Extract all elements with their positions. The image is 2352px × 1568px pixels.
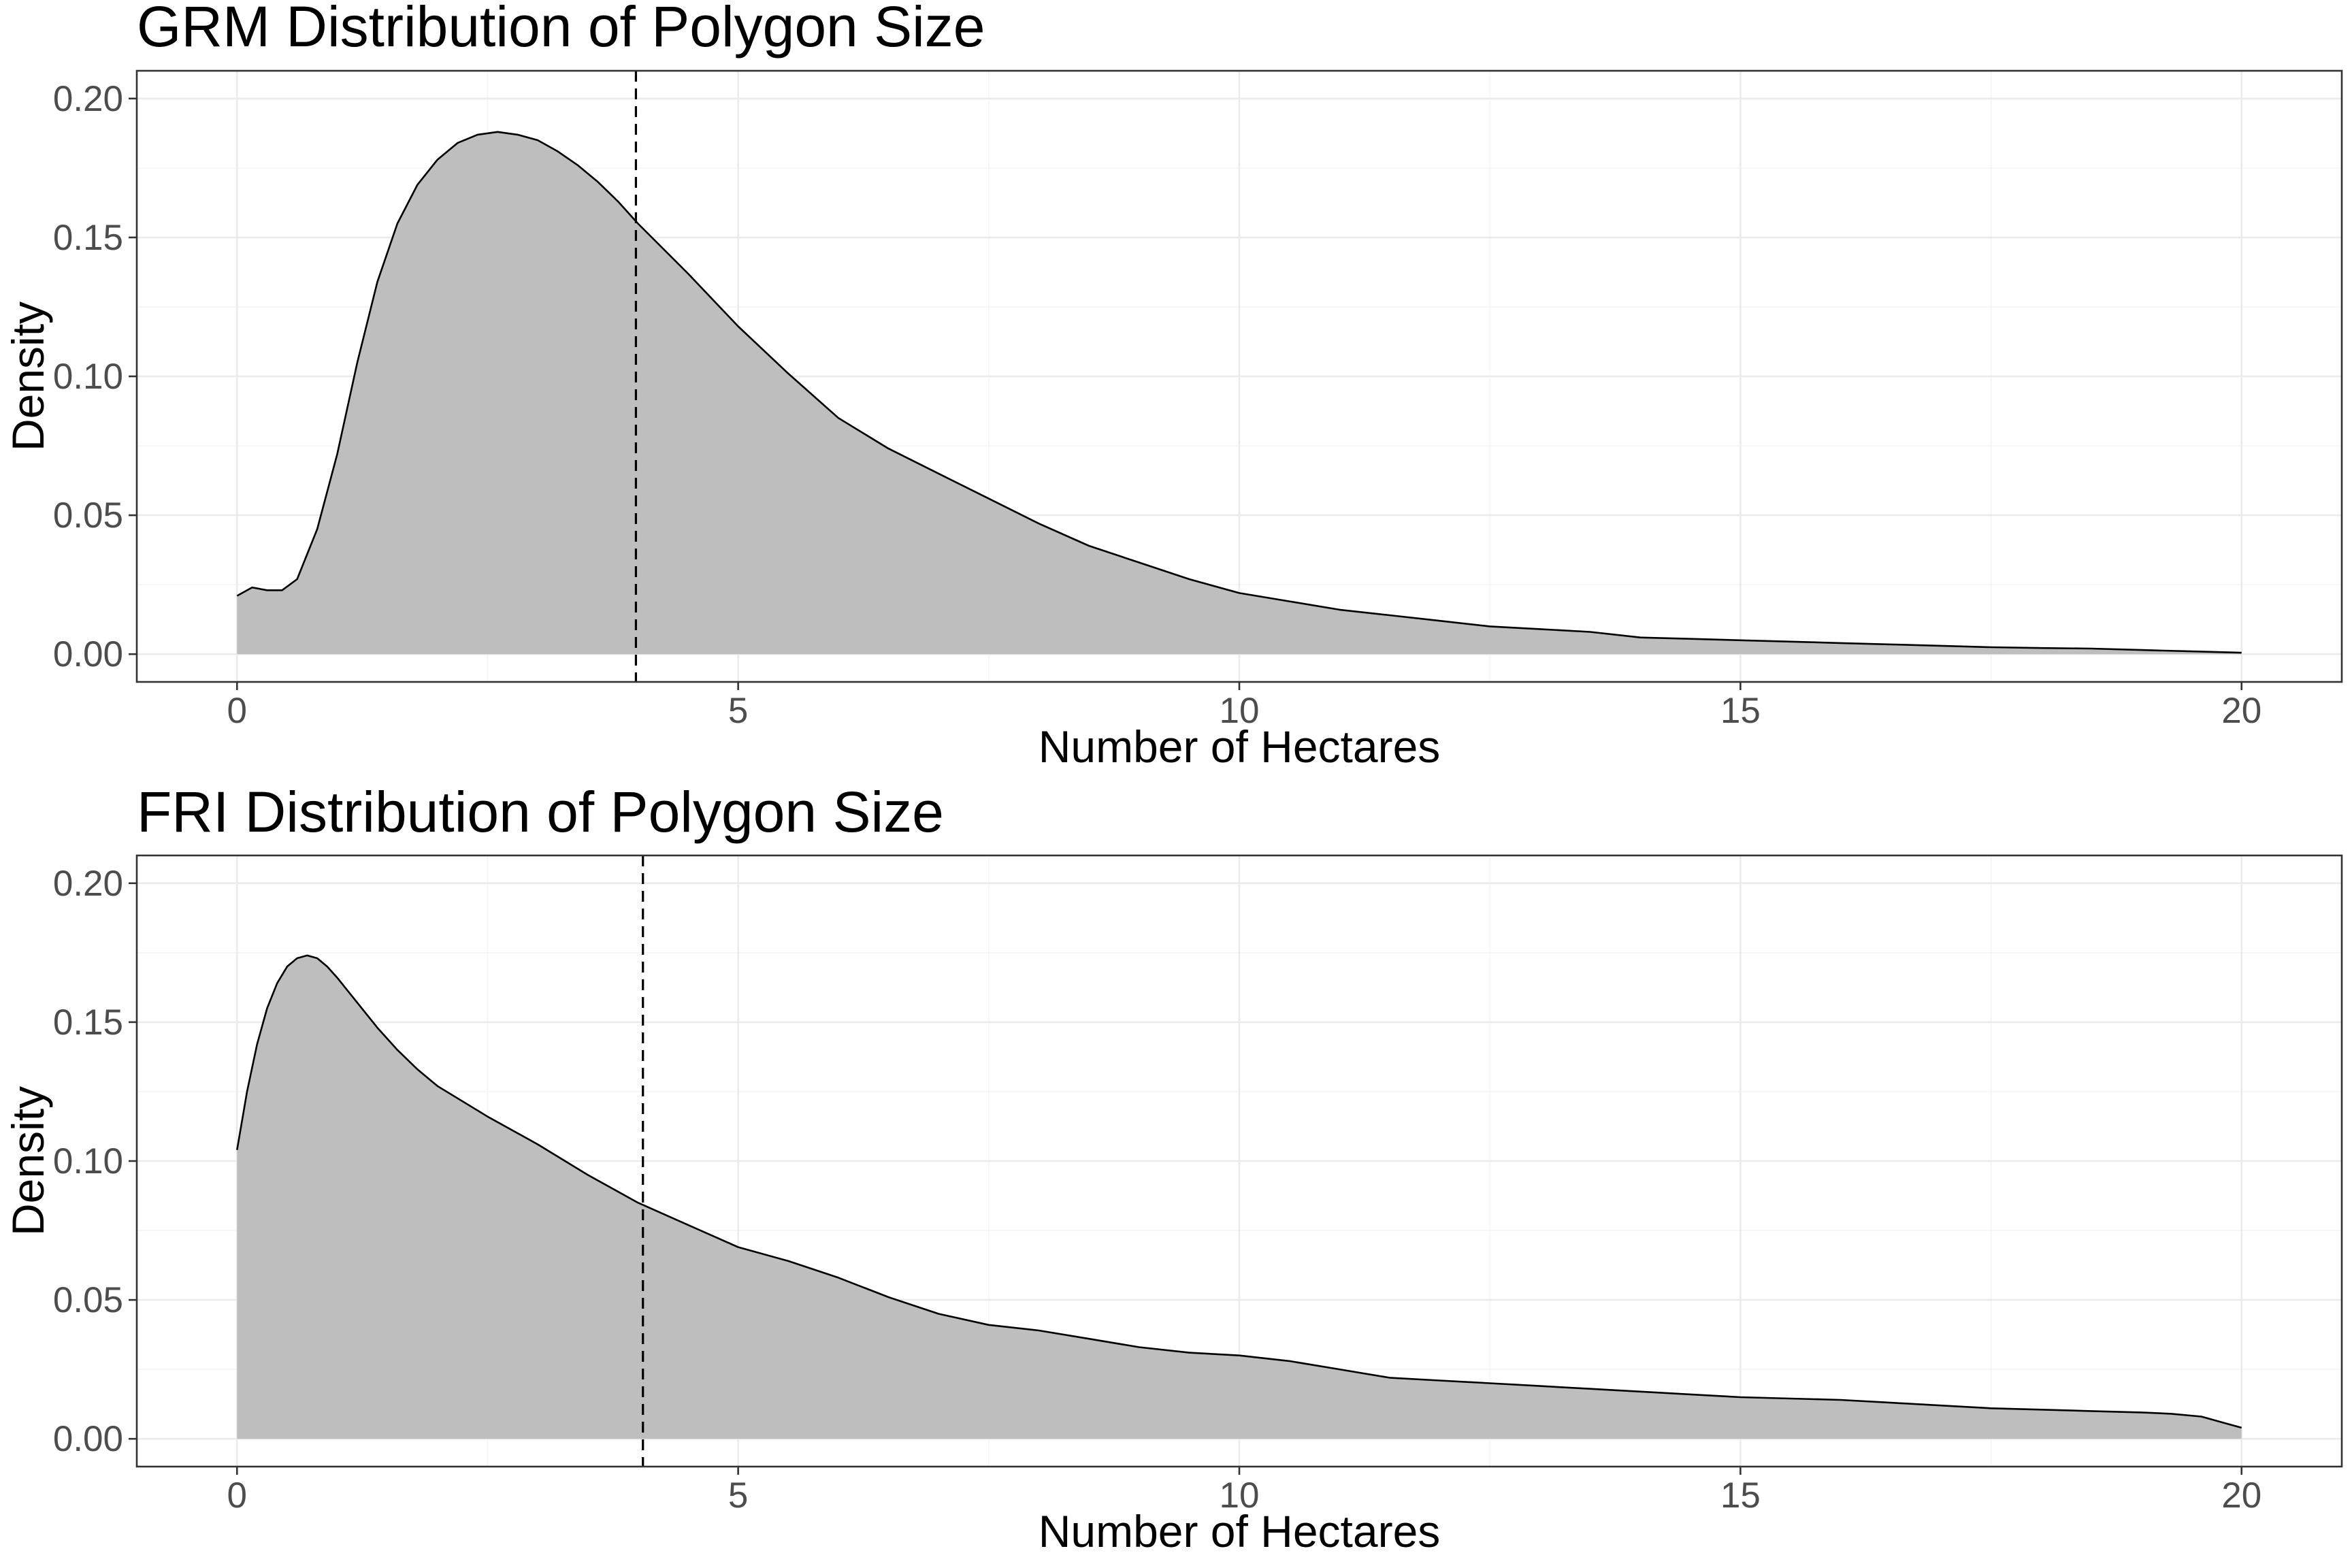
grm-density-panel: 0 5 10 15 20 0.00 0.05 0.10 0.15 0.20 GRM Distrib… bbox=[3, 0, 2343, 772]
fri-density-area-group bbox=[236, 954, 2242, 1439]
fri-y-tick-label: 0.00 bbox=[53, 1419, 123, 1459]
fri-density-area bbox=[237, 955, 2242, 1439]
grm-density-area bbox=[237, 131, 2242, 655]
fri-y-tick-label: 0.15 bbox=[53, 1002, 123, 1043]
fri-axis-ticks: 0 5 10 15 20 0.00 0.05 0.10 0.15 0.20 bbox=[53, 864, 2261, 1516]
grm-x-tick-label: 0 bbox=[227, 691, 247, 731]
grm-x-tick-label: 20 bbox=[2221, 691, 2261, 731]
grm-axis-ticks: 0 5 10 15 20 0.00 0.05 0.10 0.15 0.20 bbox=[53, 79, 2261, 731]
fri-y-tick-label: 0.20 bbox=[53, 864, 123, 904]
fri-x-axis-title: Number of Hectares bbox=[1039, 1506, 1441, 1556]
grm-y-tick-label: 0.00 bbox=[53, 634, 123, 674]
grm-x-axis-title: Number of Hectares bbox=[1039, 721, 1441, 772]
fri-y-axis-title: Density bbox=[3, 1086, 53, 1236]
fri-x-tick-label: 20 bbox=[2221, 1475, 2261, 1516]
fri-x-tick-label: 10 bbox=[1220, 1475, 1260, 1516]
grm-x-tick-label: 15 bbox=[1720, 691, 1761, 731]
fri-x-tick-label: 15 bbox=[1720, 1475, 1761, 1516]
grm-density-curve bbox=[236, 131, 2242, 654]
grm-y-tick-label: 0.20 bbox=[53, 79, 123, 119]
grm-density-area-group bbox=[236, 131, 2242, 655]
grm-y-tick-label: 0.15 bbox=[53, 218, 123, 258]
fri-density-panel: 0 5 10 15 20 0.00 0.05 0.10 0.15 0.20 FRI Distrib… bbox=[3, 780, 2343, 1556]
fri-chart-title: FRI Distribution of Polygon Size bbox=[137, 780, 944, 844]
fri-y-tick-label: 0.05 bbox=[53, 1280, 123, 1320]
fri-y-tick-label: 0.10 bbox=[53, 1141, 123, 1181]
grm-y-tick-label: 0.10 bbox=[53, 357, 123, 397]
grm-x-tick-label: 10 bbox=[1220, 691, 1260, 731]
grm-x-tick-label: 5 bbox=[728, 691, 748, 731]
grm-y-axis-title: Density bbox=[3, 301, 53, 451]
grm-y-tick-label: 0.05 bbox=[53, 495, 123, 536]
fri-density-curve bbox=[236, 954, 2242, 1429]
grm-chart-title: GRM Distribution of Polygon Size bbox=[137, 0, 985, 59]
fri-x-tick-label: 0 bbox=[227, 1475, 247, 1516]
fri-x-tick-label: 5 bbox=[728, 1475, 748, 1516]
